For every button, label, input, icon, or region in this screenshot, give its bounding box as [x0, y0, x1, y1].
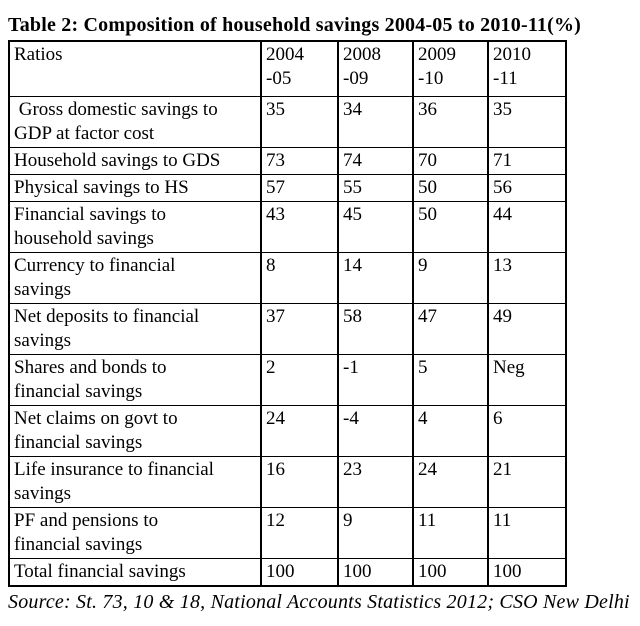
column-header-year-2008-09: 2008 -09 — [337, 40, 414, 97]
cell-value: 58 — [337, 303, 414, 355]
cell-value: 8 — [260, 252, 339, 304]
source-note: Source: St. 73, 10 & 18, National Accoun… — [8, 591, 630, 613]
cell-value: 34 — [337, 96, 414, 148]
table-row-currency: Currency to financial savings 8 14 9 13 — [8, 252, 567, 304]
cell-value: 50 — [412, 201, 489, 253]
cell-value: 100 — [260, 558, 339, 587]
cell-value: 73 — [260, 147, 339, 175]
cell-value: 45 — [337, 201, 414, 253]
cell-value: 36 — [412, 96, 489, 148]
row-label: Physical savings to HS — [8, 174, 262, 202]
table-row-net-deposits: Net deposits to financial savings 37 58 … — [8, 303, 567, 355]
cell-value: 14 — [337, 252, 414, 304]
row-label: PF and pensions to financial savings — [8, 507, 262, 559]
cell-value: 23 — [337, 456, 414, 508]
cell-value: 43 — [260, 201, 339, 253]
cell-value: Neg — [487, 354, 567, 406]
table-row-physical-savings: Physical savings to HS 57 55 50 56 — [8, 174, 567, 202]
row-label: Gross domestic savings to GDP at factor … — [8, 96, 262, 148]
row-label: Life insurance to financial savings — [8, 456, 262, 508]
cell-value: 11 — [487, 507, 567, 559]
column-header-year-2010-11: 2010 -11 — [487, 40, 567, 97]
cell-value: 35 — [487, 96, 567, 148]
cell-value: 56 — [487, 174, 567, 202]
cell-value: 50 — [412, 174, 489, 202]
row-label: Net deposits to financial savings — [8, 303, 262, 355]
cell-value: 74 — [337, 147, 414, 175]
cell-value: 57 — [260, 174, 339, 202]
cell-value: -1 — [337, 354, 414, 406]
cell-value: 71 — [487, 147, 567, 175]
cell-value: 37 — [260, 303, 339, 355]
cell-value: 13 — [487, 252, 567, 304]
table-row-pf-and-pensions: PF and pensions to financial savings 12 … — [8, 507, 567, 559]
table-row-life-insurance: Life insurance to financial savings 16 2… — [8, 456, 567, 508]
cell-value: 24 — [260, 405, 339, 457]
cell-value: 9 — [412, 252, 489, 304]
cell-value: 100 — [337, 558, 414, 587]
row-label: Total financial savings — [8, 558, 262, 587]
table-row-gross-domestic-savings: Gross domestic savings to GDP at factor … — [8, 96, 567, 148]
cell-value: 5 — [412, 354, 489, 406]
cell-value: 100 — [412, 558, 489, 587]
row-label: Shares and bonds to financial savings — [8, 354, 262, 406]
row-label: Household savings to GDS — [8, 147, 262, 175]
header-row: Ratios 2004 -05 2008 -09 2009 -10 2010 -… — [8, 40, 567, 97]
cell-value: 12 — [260, 507, 339, 559]
cell-value: 100 — [487, 558, 567, 587]
cell-value: 4 — [412, 405, 489, 457]
cell-value: 35 — [260, 96, 339, 148]
cell-value: 2 — [260, 354, 339, 406]
table-row-net-claims-on-govt: Net claims on govt to financial savings … — [8, 405, 567, 457]
table-row-financial-savings: Financial savings to household savings 4… — [8, 201, 567, 253]
column-header-ratios: Ratios — [8, 40, 262, 97]
cell-value: 24 — [412, 456, 489, 508]
cell-value: 11 — [412, 507, 489, 559]
cell-value: 44 — [487, 201, 567, 253]
cell-value: 9 — [337, 507, 414, 559]
table-row-total-financial-savings: Total financial savings 100 100 100 100 — [8, 558, 567, 587]
row-label: Currency to financial savings — [8, 252, 262, 304]
cell-value: 55 — [337, 174, 414, 202]
cell-value: -4 — [337, 405, 414, 457]
column-header-year-2009-10: 2009 -10 — [412, 40, 489, 97]
cell-value: 6 — [487, 405, 567, 457]
row-label: Net claims on govt to financial savings — [8, 405, 262, 457]
column-header-year-2004-05: 2004 -05 — [260, 40, 339, 97]
cell-value: 47 — [412, 303, 489, 355]
table-row-shares-and-bonds: Shares and bonds to financial savings 2 … — [8, 354, 567, 406]
cell-value: 21 — [487, 456, 567, 508]
cell-value: 70 — [412, 147, 489, 175]
cell-value: 16 — [260, 456, 339, 508]
cell-value: 49 — [487, 303, 567, 355]
row-label: Financial savings to household savings — [8, 201, 262, 253]
table-caption: Table 2: Composition of household saving… — [8, 14, 582, 36]
table-row-household-savings: Household savings to GDS 73 74 70 71 — [8, 147, 567, 175]
savings-table: Ratios 2004 -05 2008 -09 2009 -10 2010 -… — [8, 40, 567, 587]
